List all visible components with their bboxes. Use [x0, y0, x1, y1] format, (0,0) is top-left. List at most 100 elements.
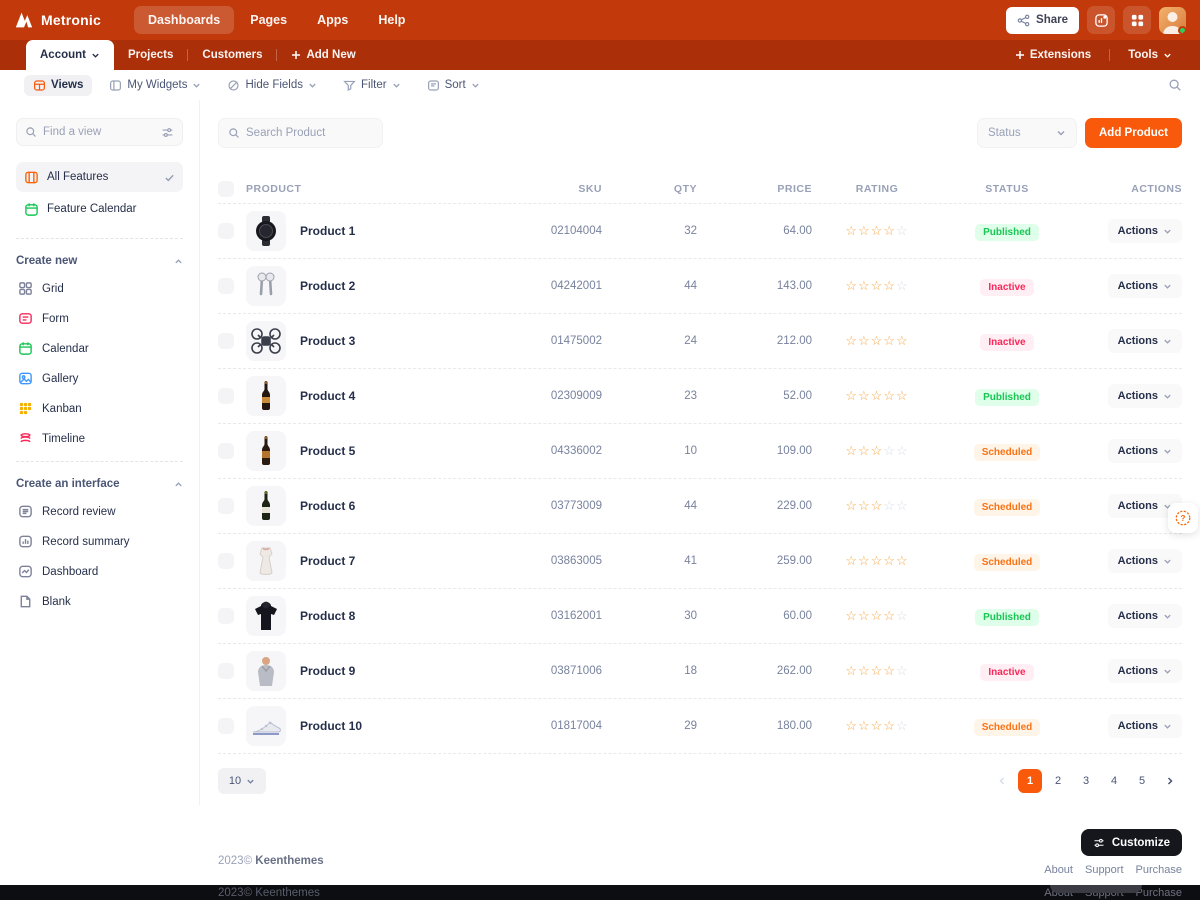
- share-button[interactable]: Share: [1006, 6, 1079, 34]
- actions-button[interactable]: Actions: [1107, 219, 1182, 243]
- product-name[interactable]: Product 6: [300, 499, 356, 513]
- price-value: 262.00: [776, 665, 812, 677]
- hide-fields-button[interactable]: Hide Fields: [218, 75, 326, 96]
- sidebar-item-calendar[interactable]: Calendar: [16, 341, 183, 356]
- find-view-input[interactable]: [43, 126, 155, 138]
- section-create-interface[interactable]: Create an interface: [16, 478, 183, 490]
- add-new-tab-button[interactable]: Add New: [277, 40, 369, 70]
- actions-button[interactable]: Actions: [1107, 329, 1182, 353]
- row-checkbox[interactable]: [218, 498, 234, 514]
- product-name[interactable]: Product 9: [300, 664, 356, 678]
- tab-projects[interactable]: Projects: [128, 49, 174, 61]
- row-checkbox[interactable]: [218, 608, 234, 624]
- footer: 2023© Keenthemes Customize About Support…: [0, 805, 1200, 885]
- tab-customers[interactable]: Customers: [202, 49, 263, 61]
- row-checkbox[interactable]: [218, 388, 234, 404]
- about-link[interactable]: About: [1044, 864, 1073, 876]
- sort-button[interactable]: Sort: [418, 75, 489, 96]
- row-checkbox[interactable]: [218, 663, 234, 679]
- add-product-button[interactable]: Add Product: [1085, 118, 1182, 148]
- actions-button[interactable]: Actions: [1107, 549, 1182, 573]
- sidebar-item-blank[interactable]: Blank: [16, 594, 183, 609]
- row-checkbox[interactable]: [218, 223, 234, 239]
- sidebar-item-record-summary[interactable]: Record summary: [16, 534, 183, 549]
- sidebar-item-gallery[interactable]: Gallery: [16, 371, 183, 386]
- search-icon[interactable]: [1168, 78, 1182, 92]
- actions-button[interactable]: Actions: [1107, 274, 1182, 298]
- views-button[interactable]: Views: [24, 74, 93, 96]
- actions-button[interactable]: Actions: [1107, 604, 1182, 628]
- top-nav: Dashboards Pages Apps Help: [134, 6, 419, 34]
- row-checkbox[interactable]: [218, 443, 234, 459]
- actions-button[interactable]: Actions: [1107, 384, 1182, 408]
- sidebar-item-grid[interactable]: Grid: [16, 281, 183, 296]
- page-size-select[interactable]: 10: [218, 768, 266, 794]
- status-filter-select[interactable]: Status: [977, 118, 1077, 148]
- section-create-new[interactable]: Create new: [16, 255, 183, 267]
- next-page-button[interactable]: [1158, 769, 1182, 793]
- tab-account[interactable]: Account: [26, 40, 114, 70]
- table-row: Product 10 01817004 29 180.00 ☆☆☆☆☆ Sche…: [218, 699, 1182, 754]
- page-button-1[interactable]: 1: [1018, 769, 1042, 793]
- top-header-bar: Metronic Dashboards Pages Apps Help Shar…: [0, 0, 1200, 40]
- page-button-4[interactable]: 4: [1110, 775, 1118, 787]
- support-link[interactable]: Support: [1084, 864, 1124, 876]
- product-name[interactable]: Product 7: [300, 554, 356, 568]
- sidebar-item-dashboard[interactable]: Dashboard: [16, 564, 183, 579]
- row-checkbox[interactable]: [218, 278, 234, 294]
- user-avatar[interactable]: [1159, 6, 1186, 34]
- sidebar-item-form[interactable]: Form: [16, 311, 183, 326]
- page-button-3[interactable]: 3: [1082, 775, 1090, 787]
- nav-dashboards[interactable]: Dashboards: [134, 6, 235, 34]
- purchase-link[interactable]: Purchase: [1135, 864, 1182, 876]
- star-rating: ☆☆☆☆☆: [845, 608, 909, 623]
- tools-button[interactable]: Tools: [1114, 49, 1186, 61]
- customize-button[interactable]: Customize: [1080, 829, 1182, 856]
- filter-button[interactable]: Filter: [334, 75, 410, 96]
- row-checkbox[interactable]: [218, 553, 234, 569]
- nav-pages[interactable]: Pages: [250, 13, 288, 27]
- filter-sliders-icon[interactable]: [161, 126, 174, 139]
- row-checkbox[interactable]: [218, 333, 234, 349]
- chevron-down-icon: [1163, 51, 1172, 60]
- qty-value: 10: [684, 445, 697, 457]
- sidebar-item-timeline[interactable]: Timeline: [16, 431, 183, 446]
- nav-apps[interactable]: Apps: [317, 13, 349, 27]
- blank-page-icon: [18, 594, 33, 609]
- sku-value: 03863005: [550, 555, 602, 567]
- my-widgets-button[interactable]: My Widgets: [100, 75, 210, 96]
- select-all-checkbox[interactable]: [218, 180, 234, 197]
- page-button-2[interactable]: 2: [1054, 775, 1062, 787]
- search-product-input[interactable]: [246, 127, 373, 139]
- actions-button[interactable]: Actions: [1107, 659, 1182, 683]
- actions-button[interactable]: Actions: [1107, 714, 1182, 738]
- sidebar-view-all-features[interactable]: All Features: [16, 162, 183, 192]
- apps-grid-button[interactable]: [1123, 6, 1151, 34]
- stats-button[interactable]: [1087, 6, 1115, 34]
- product-name[interactable]: Product 10: [300, 719, 363, 733]
- product-image-wine-bottle: [246, 431, 286, 471]
- sidebar-view-feature-calendar[interactable]: Feature Calendar: [16, 194, 183, 224]
- product-name[interactable]: Product 1: [300, 224, 356, 238]
- prev-page-button[interactable]: [990, 769, 1014, 793]
- product-name[interactable]: Product 3: [300, 334, 356, 348]
- nav-help[interactable]: Help: [378, 13, 406, 27]
- star-rating: ☆☆☆☆☆: [845, 718, 909, 733]
- copyright-reflection: 2023© Keenthemes: [218, 887, 320, 899]
- keenthemes-link[interactable]: Keenthemes: [255, 855, 324, 867]
- extensions-button[interactable]: Extensions: [1001, 49, 1105, 61]
- page-button-5[interactable]: 5: [1138, 775, 1146, 787]
- product-name[interactable]: Product 2: [300, 279, 356, 293]
- sidebar-item-record-review[interactable]: Record review: [16, 504, 183, 519]
- help-floating-button[interactable]: ?: [1168, 503, 1198, 533]
- product-image-smartwatch: [246, 211, 286, 251]
- actions-button[interactable]: Actions: [1107, 439, 1182, 463]
- row-checkbox[interactable]: [218, 718, 234, 734]
- product-name[interactable]: Product 4: [300, 389, 356, 403]
- footer-links: About Support Purchase: [1044, 864, 1182, 876]
- product-name[interactable]: Product 5: [300, 444, 356, 458]
- brand-name: Metronic: [41, 12, 101, 28]
- sidebar-item-kanban[interactable]: Kanban: [16, 401, 183, 416]
- product-name[interactable]: Product 8: [300, 609, 356, 623]
- brand-logo[interactable]: Metronic: [14, 11, 118, 29]
